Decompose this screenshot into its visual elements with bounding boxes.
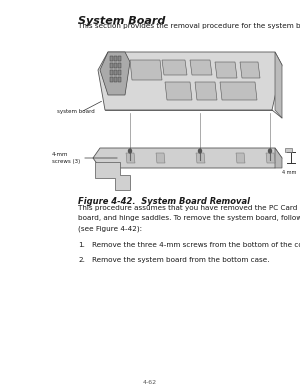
Polygon shape	[110, 63, 113, 68]
Text: 4 mm: 4 mm	[282, 170, 296, 175]
Text: Figure 4-42.  System Board Removal: Figure 4-42. System Board Removal	[78, 197, 250, 206]
Polygon shape	[195, 82, 217, 100]
Polygon shape	[220, 82, 257, 100]
Text: system board: system board	[57, 109, 95, 114]
Polygon shape	[190, 60, 212, 75]
Text: board, and hinge saddles. To remove the system board, follow these steps: board, and hinge saddles. To remove the …	[78, 215, 300, 221]
Text: (see Figure 4-42):: (see Figure 4-42):	[78, 225, 142, 232]
Polygon shape	[275, 52, 282, 118]
Polygon shape	[285, 148, 292, 152]
Polygon shape	[114, 56, 117, 61]
Polygon shape	[266, 153, 275, 163]
Polygon shape	[95, 162, 130, 190]
Circle shape	[199, 149, 202, 153]
Polygon shape	[130, 60, 162, 80]
Text: 4-mm
screws (3): 4-mm screws (3)	[52, 152, 80, 164]
Polygon shape	[156, 153, 165, 163]
Text: 4-62: 4-62	[143, 380, 157, 385]
Polygon shape	[110, 70, 113, 75]
Polygon shape	[275, 148, 282, 168]
Polygon shape	[114, 63, 117, 68]
Polygon shape	[110, 77, 113, 82]
Polygon shape	[118, 63, 121, 68]
Text: This procedure assumes that you have removed the PC Card heat sink, LVDS: This procedure assumes that you have rem…	[78, 205, 300, 211]
Polygon shape	[240, 62, 260, 78]
Polygon shape	[236, 153, 245, 163]
Polygon shape	[110, 56, 113, 61]
Polygon shape	[126, 153, 135, 163]
Polygon shape	[118, 77, 121, 82]
Text: Remove the three 4-mm screws from the bottom of the computer.: Remove the three 4-mm screws from the bo…	[92, 242, 300, 248]
Polygon shape	[98, 52, 282, 110]
Circle shape	[128, 149, 131, 153]
Polygon shape	[165, 82, 192, 100]
Text: This section provides the removal procedure for the system board.: This section provides the removal proced…	[78, 23, 300, 28]
Text: Remove the system board from the bottom case.: Remove the system board from the bottom …	[92, 257, 269, 263]
Polygon shape	[118, 56, 121, 61]
Text: 1.: 1.	[78, 242, 85, 248]
Polygon shape	[118, 70, 121, 75]
Polygon shape	[162, 60, 187, 75]
Circle shape	[268, 149, 272, 153]
Polygon shape	[93, 148, 282, 168]
Polygon shape	[196, 153, 205, 163]
Polygon shape	[100, 52, 130, 95]
Polygon shape	[215, 62, 237, 78]
Polygon shape	[114, 70, 117, 75]
Text: 2.: 2.	[78, 257, 85, 263]
Text: System Board: System Board	[78, 16, 165, 26]
Polygon shape	[114, 77, 117, 82]
